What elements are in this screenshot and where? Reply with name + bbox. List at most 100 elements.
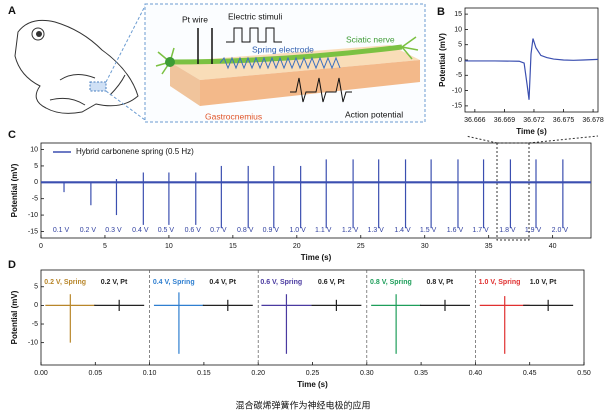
x-tick-label: 0.25 (306, 370, 320, 377)
x-tick-label: 0 (39, 243, 43, 250)
panel-label: C (8, 129, 16, 141)
muscle-side (170, 62, 200, 106)
spike-label: 1.6 V (447, 227, 464, 234)
spike-label: 0.1 V (53, 227, 70, 234)
x-tick-label: 36.666 (464, 117, 486, 124)
spike-label: 0.3 V (105, 227, 122, 234)
x-tick-label: 0.20 (251, 370, 265, 377)
y-tick-label: -10 (452, 87, 462, 94)
series-label: 0.6 V, Pt (318, 279, 345, 286)
x-tick-label: 0.10 (143, 370, 157, 377)
legend-label: Hybrid carbonene spring (0.5 Hz) (76, 147, 194, 156)
y-tick-label: 0 (34, 302, 38, 309)
zoom-box (496, 142, 530, 241)
y-axis-label: Potential (mV) (10, 163, 19, 217)
neuron (165, 57, 175, 67)
x-tick-label: 36.672 (523, 117, 545, 124)
x-tick-label: 0.15 (197, 370, 211, 377)
spike-label: 1.5 V (420, 227, 437, 234)
spike-label: 1.3 V (367, 227, 384, 234)
series-label: 0.4 V, Spring (153, 279, 195, 286)
spike-label: 0.2 V (80, 227, 97, 234)
y-axis-label: Potential (mV) (10, 290, 19, 344)
spike-label: 1.9 V (525, 227, 542, 234)
spike-label: 0.8 V (237, 227, 254, 234)
spike-label: 1.4 V (394, 227, 411, 234)
series-label: 0.8 V, Spring (370, 279, 412, 286)
frog-electrode (89, 81, 107, 92)
y-tick-label: 0 (458, 57, 462, 64)
label: Pt wire (182, 14, 208, 24)
y-tick-label: 10 (30, 146, 38, 153)
label: Sciatic nerve (346, 34, 395, 44)
plot-frame (40, 142, 592, 239)
zoom-line (105, 90, 146, 121)
x-tick-label: 15 (229, 243, 237, 250)
zoom-line (528, 135, 599, 144)
x-tick-label: 0.35 (414, 370, 428, 377)
label: Gastrocnemius (205, 111, 262, 121)
x-tick-label: 0.40 (469, 370, 483, 377)
panel-label: A (8, 5, 16, 17)
series-label: 0.6 V, Spring (260, 279, 302, 286)
spike-label: 1.0 V (289, 227, 306, 234)
spike-label: 1.1 V (315, 227, 332, 234)
zoom-line (465, 135, 498, 144)
x-tick-label: 40 (549, 243, 557, 250)
y-tick-label: 5 (34, 284, 38, 291)
stimuli-wave (226, 27, 282, 43)
y-axis-label: Potential (mV) (438, 33, 447, 87)
y-tick-label: -15 (28, 228, 38, 235)
nerve-branch (155, 36, 419, 75)
x-axis-label: Time (s) (516, 127, 547, 136)
spike-label: 0.6 V (185, 227, 202, 234)
x-tick-label: 35 (485, 243, 493, 250)
series-label: 1.0 V, Pt (530, 279, 557, 286)
y-tick-label: 5 (34, 163, 38, 170)
y-tick-label: -5 (456, 72, 462, 79)
x-tick-label: 0.00 (34, 370, 48, 377)
x-tick-label: 0.45 (523, 370, 537, 377)
spike-label: 0.7 V (210, 227, 227, 234)
spike-label: 0.4 V (132, 227, 149, 234)
spike-label: 1.2 V (342, 227, 359, 234)
panel-label: D (8, 259, 16, 271)
label: Spring electrode (252, 44, 314, 54)
y-tick-label: -15 (452, 103, 462, 110)
series-label: 0.4 V, Pt (209, 279, 236, 286)
y-tick-label: 0 (34, 179, 38, 186)
series-label: 0.2 V, Pt (101, 279, 128, 286)
line (465, 38, 599, 100)
spike-label: 0.9 V (263, 227, 280, 234)
action-potential-wave (290, 77, 352, 103)
frog (14, 19, 139, 114)
series-label: 0.8 V, Pt (427, 279, 454, 286)
y-tick-label: 5 (458, 42, 462, 49)
y-tick-label: -10 (28, 339, 38, 346)
x-tick-label: 10 (165, 243, 173, 250)
x-tick-label: 0.50 (577, 370, 591, 377)
spike-label: 0.5 V (158, 227, 175, 234)
zoom-line (105, 5, 146, 83)
series-label: 1.0 V, Spring (479, 279, 521, 286)
y-tick-label: 10 (454, 26, 462, 33)
x-tick-label: 36.678 (582, 117, 604, 124)
y-tick-label: -5 (32, 321, 38, 328)
x-axis-label: Time (s) (297, 380, 328, 389)
x-tick-label: 0.05 (88, 370, 102, 377)
x-tick-label: 36.669 (494, 117, 516, 124)
panel-label: B (437, 6, 445, 18)
panel-a: A Pt wire Electric stimuli Spring electr… (8, 3, 426, 123)
frog-leg (49, 74, 126, 106)
x-tick-label: 20 (293, 243, 301, 250)
label: Action potential (345, 109, 403, 119)
series-label: 0.2 V, Spring (44, 279, 86, 286)
x-axis-label: Time (s) (301, 253, 332, 262)
x-tick-label: 5 (103, 243, 107, 250)
muscle-front (200, 60, 420, 106)
spike-label: 1.7 V (472, 227, 489, 234)
frog-pupil (36, 31, 42, 37)
label: Electric stimuli (228, 11, 282, 21)
